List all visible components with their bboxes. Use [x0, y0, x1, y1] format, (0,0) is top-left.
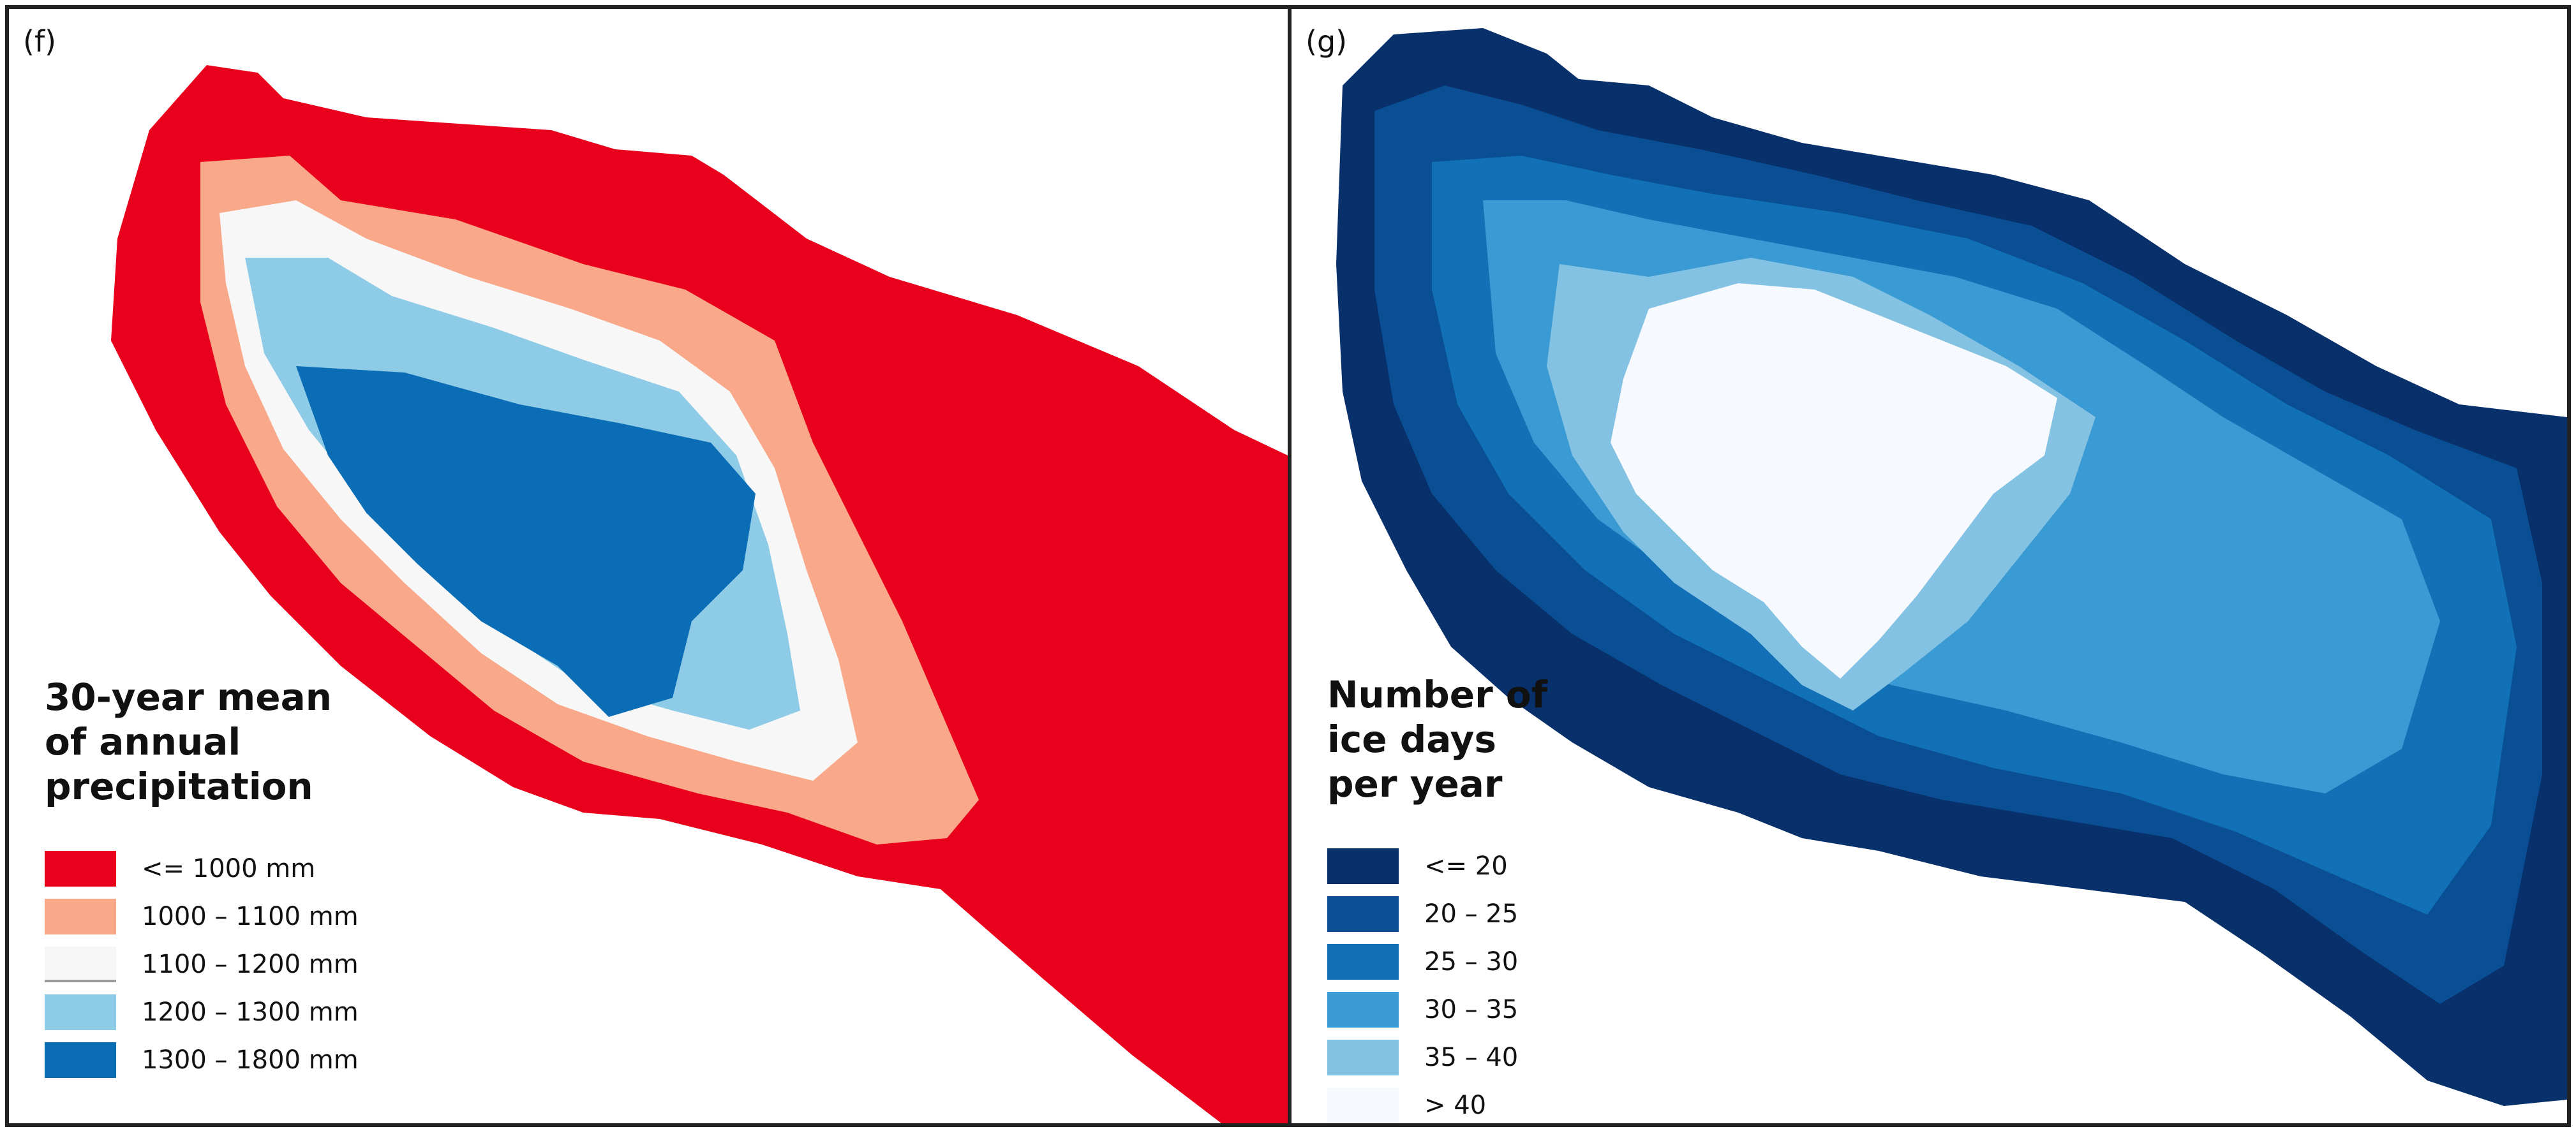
legend-item: 1300 – 1800 mm — [45, 1036, 359, 1084]
legend-label: 30 – 35 — [1424, 994, 1519, 1024]
legend-swatch — [45, 946, 116, 982]
legend-item: 20 – 25 — [1327, 890, 1547, 938]
legend-title-line: 30-year mean — [45, 675, 332, 719]
legend-label: <= 1000 mm — [142, 853, 316, 883]
legend-item: > 40 — [1327, 1081, 1547, 1123]
legend-label: 25 – 30 — [1424, 947, 1519, 977]
panel-label-f: (f) — [23, 24, 57, 59]
legend-swatch — [1327, 1087, 1399, 1123]
ice-days-map-panel: (g) Number of ice days per year <= 20 20… — [1288, 5, 2571, 1127]
legend-item: 1100 – 1200 mm — [45, 940, 359, 988]
precipitation-map-panel: (f) 30-year mean of annual precipitation… — [5, 5, 1292, 1127]
legend-title-f: 30-year mean of annual precipitation — [45, 675, 359, 809]
legend-swatch — [1327, 943, 1399, 980]
legend-label: 1100 – 1200 mm — [142, 949, 359, 979]
legend-title-line: Number of — [1327, 673, 1547, 716]
legend-title-line: ice days — [1327, 718, 1496, 761]
legend-label: 20 – 25 — [1424, 899, 1519, 929]
legend-item: <= 1000 mm — [45, 845, 359, 892]
legend-item: 25 – 30 — [1327, 938, 1547, 985]
ice-days-legend: Number of ice days per year <= 20 20 – 2… — [1327, 672, 1547, 1123]
ice-class-gt-40 — [1611, 283, 2057, 679]
legend-title-line: precipitation — [45, 765, 313, 808]
legend-swatch — [45, 898, 116, 934]
legend-swatch — [1327, 991, 1399, 1028]
legend-label: <= 20 — [1424, 851, 1508, 881]
legend-item: 1000 – 1100 mm — [45, 892, 359, 940]
legend-label: 1000 – 1100 mm — [142, 901, 359, 931]
legend-swatch — [45, 850, 116, 887]
legend-item: <= 20 — [1327, 842, 1547, 890]
legend-swatch — [1327, 896, 1399, 932]
legend-swatch — [45, 1042, 116, 1078]
ice-days-map — [1336, 28, 2567, 1106]
legend-label: 35 – 40 — [1424, 1042, 1519, 1072]
panel-label-g: (g) — [1306, 24, 1348, 59]
legend-label: > 40 — [1424, 1090, 1487, 1120]
legend-item: 30 – 35 — [1327, 985, 1547, 1033]
legend-title-g: Number of ice days per year — [1327, 672, 1547, 806]
legend-title-line: of annual — [45, 720, 241, 763]
legend-item: 35 – 40 — [1327, 1033, 1547, 1081]
precipitation-legend: 30-year mean of annual precipitation <= … — [45, 675, 359, 1084]
legend-item: 1200 – 1300 mm — [45, 988, 359, 1036]
legend-swatch — [1327, 848, 1399, 884]
legend-title-line: per year — [1327, 762, 1503, 806]
legend-swatch — [1327, 1039, 1399, 1075]
legend-label: 1300 – 1800 mm — [142, 1045, 359, 1075]
precipitation-map — [111, 65, 1288, 1123]
legend-label: 1200 – 1300 mm — [142, 997, 359, 1027]
legend-swatch — [45, 994, 116, 1030]
